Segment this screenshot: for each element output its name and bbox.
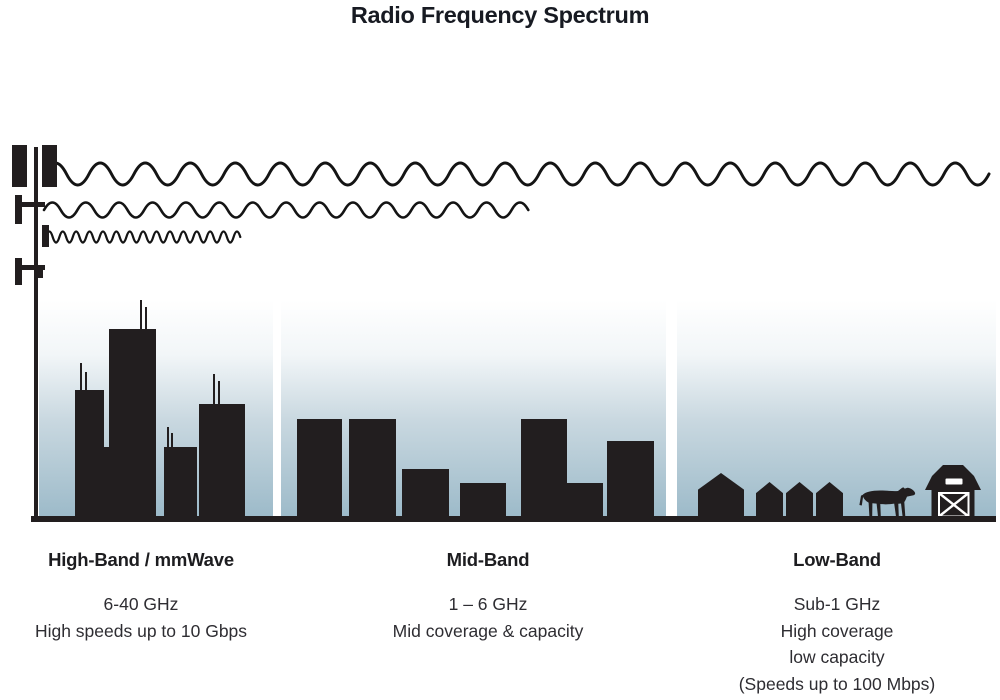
antenna-spike: [213, 374, 215, 405]
barn-window: [945, 478, 963, 485]
skyscraper: [164, 447, 197, 518]
antenna-spike: [171, 433, 173, 448]
antenna-panel: [42, 145, 57, 187]
mid-band-heading: Mid-Band: [446, 549, 530, 570]
antenna-spike: [140, 300, 142, 330]
barn-icon: [925, 465, 981, 518]
building: [297, 419, 342, 518]
antenna-spike: [80, 363, 82, 391]
mid-band-details: 1 – 6 GHz Mid coverage & capacity: [358, 591, 618, 644]
antenna-panel: [38, 270, 43, 278]
skyscraper: [109, 329, 156, 518]
building: [567, 483, 603, 518]
sky-gradient-mid-band: [281, 300, 666, 518]
high-band-frequency: 6-40 GHz: [103, 594, 179, 614]
low-band-capacity: low capacity: [789, 647, 885, 667]
skyscraper: [103, 447, 110, 518]
tower-crossarm: [17, 202, 45, 207]
ground-line: [31, 516, 996, 522]
antenna-panel: [42, 225, 49, 247]
page-title: Radio Frequency Spectrum: [350, 2, 650, 28]
low-band-speed-note: (Speeds up to 100 Mbps): [738, 673, 936, 694]
antenna-spike: [85, 372, 87, 391]
building: [460, 483, 506, 518]
tower-crossarm: [17, 265, 45, 270]
high-band-wave: [44, 230, 242, 244]
mid-band-frequency: 1 – 6 GHz: [448, 594, 528, 614]
antenna-spike: [145, 307, 147, 330]
low-band-frequency: Sub-1 GHz: [793, 594, 881, 614]
antenna-spike: [167, 427, 169, 448]
antenna-panel: [15, 258, 22, 285]
mid-band-wave: [42, 201, 530, 219]
building: [521, 419, 567, 518]
building: [607, 441, 654, 518]
low-band-coverage: High coverage: [780, 620, 894, 641]
high-band-details: 6-40 GHz High speeds up to 10 Gbps: [10, 591, 272, 644]
cow-icon: [859, 487, 916, 517]
low-band-heading: Low-Band: [793, 549, 881, 570]
skyscraper: [199, 404, 245, 518]
building: [349, 419, 396, 518]
antenna-spike: [218, 381, 220, 405]
low-band-details: Sub-1 GHz High coverage low capacity (Sp…: [697, 591, 977, 697]
low-band-wave: [42, 161, 991, 187]
antenna-panel: [12, 145, 27, 187]
high-band-heading: High-Band / mmWave: [48, 549, 234, 570]
tower-pole: [34, 147, 38, 518]
skyscraper: [75, 390, 104, 518]
mid-band-description: Mid coverage & capacity: [392, 620, 584, 641]
building: [402, 469, 449, 518]
high-band-description: High speeds up to 10 Gbps: [34, 620, 248, 641]
antenna-panel: [15, 195, 22, 224]
